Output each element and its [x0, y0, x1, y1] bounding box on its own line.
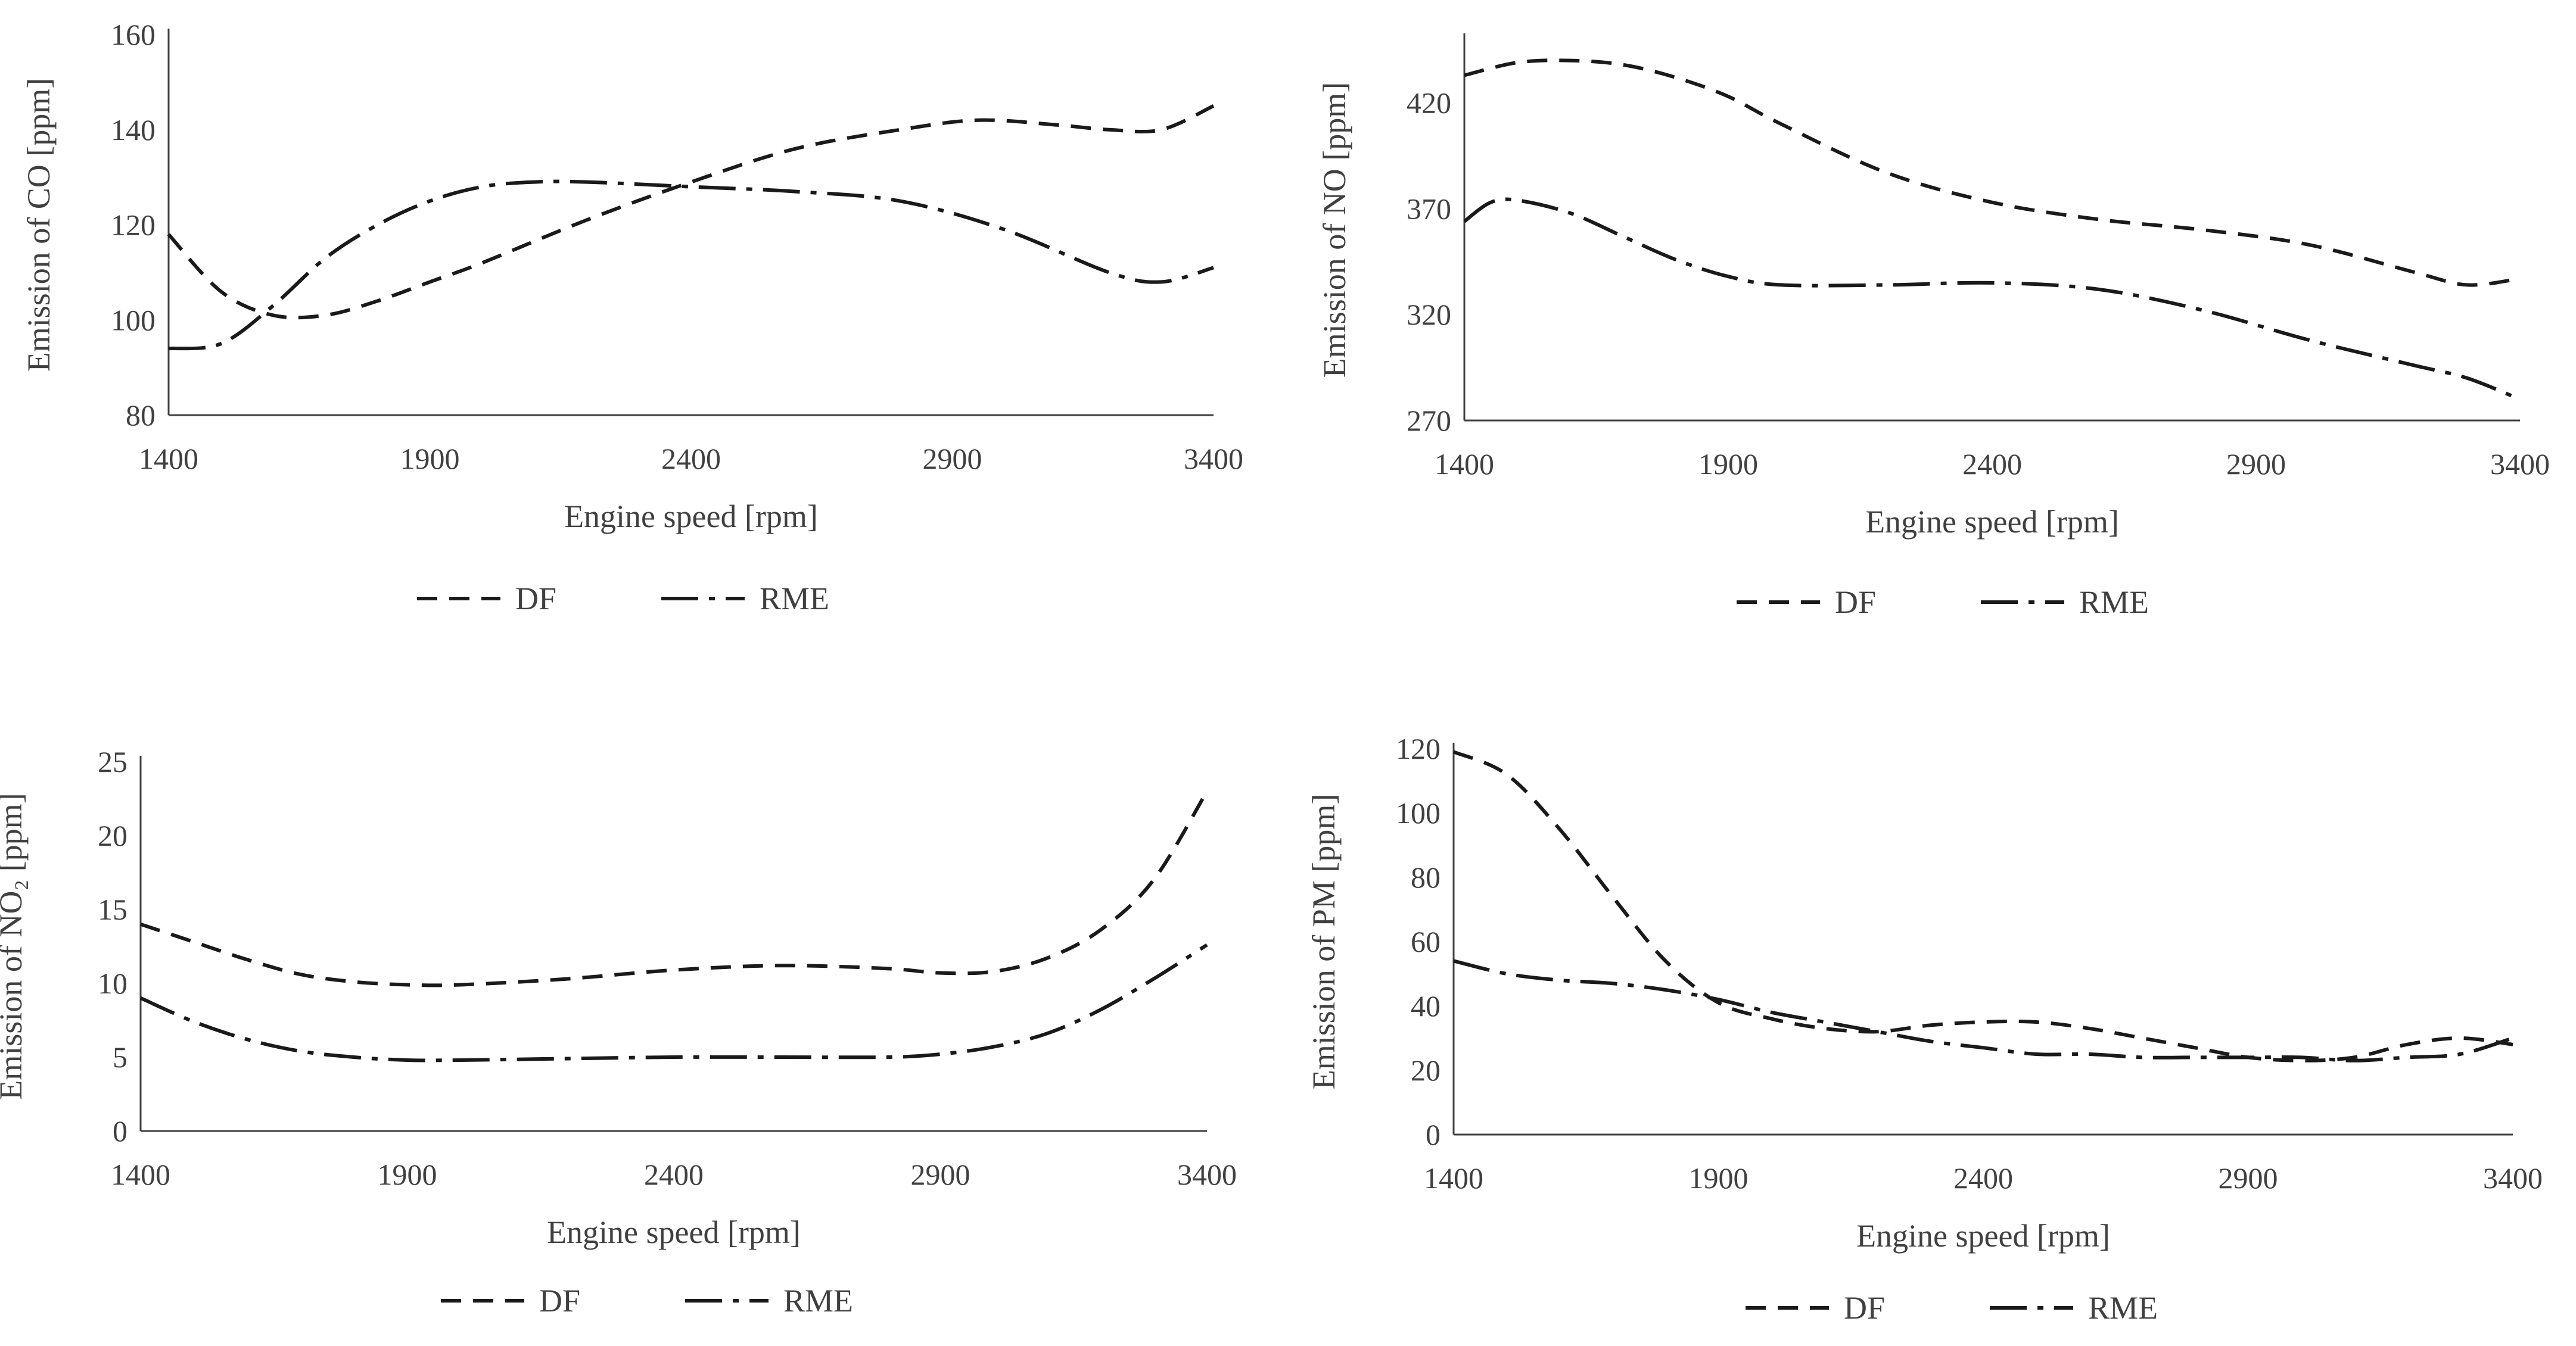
x-tick-label: 3400 — [2483, 1161, 2543, 1195]
co-chart: 80 100 120 140 160 1400 1900 2400 2900 3400 Engine… — [21, 18, 1243, 616]
y-tick-label: 120 — [111, 208, 155, 242]
legend-label-rme: RME — [2088, 1290, 2158, 1326]
legend-label-df: DF — [1835, 584, 1876, 620]
y-tick-label: 320 — [1407, 298, 1451, 331]
y-tick-label: 370 — [1407, 192, 1451, 225]
x-tick-label: 2900 — [923, 442, 982, 475]
y-tick-label: 80 — [126, 398, 155, 432]
legend-label-rme: RME — [760, 581, 829, 616]
y-tick-label: 20 — [98, 819, 127, 852]
y-axis-label: Emission of NO [ppm] — [1317, 82, 1352, 378]
y-tick-label: 100 — [111, 303, 155, 336]
y-tick-label: 25 — [98, 745, 127, 778]
x-tick-label: 1900 — [378, 1158, 437, 1191]
x-tick-label: 1900 — [1698, 447, 1758, 481]
x-tick-label: 3400 — [1177, 1158, 1237, 1191]
y-tick-label: 100 — [1396, 796, 1441, 830]
series-line-df — [140, 790, 1209, 987]
series-line-rme — [1453, 959, 2513, 1063]
x-tick-label: 1400 — [1435, 447, 1494, 481]
no2-chart: 0 5 10 15 20 25 1400 1900 2400 2900 3400 Engine spe… — [0, 745, 1237, 1319]
y-tick-label: 0 — [113, 1114, 127, 1148]
x-tick-label: 2400 — [1953, 1161, 2013, 1195]
y-tick-label: 20 — [1411, 1054, 1441, 1087]
x-tick-label: 1400 — [1424, 1161, 1483, 1195]
series-line-df — [1464, 58, 2521, 287]
y-tick-label: 140 — [111, 113, 155, 147]
x-tick-label: 2400 — [644, 1158, 704, 1191]
x-tick-label: 3400 — [2490, 447, 2550, 481]
y-tick-label: 270 — [1407, 404, 1451, 437]
x-tick-label: 2400 — [661, 442, 721, 475]
y-axis-label: Emission of NO₂ [ppm] — [0, 793, 29, 1099]
x-axis-label: Engine speed [rpm] — [1865, 504, 2119, 540]
x-axis-label: Engine speed [rpm] — [564, 498, 818, 534]
series-line-rme — [1463, 197, 2521, 401]
y-tick-label: 40 — [1411, 989, 1441, 1023]
y-axis-label: Emission of CO [ppm] — [21, 78, 57, 372]
y-tick-label: 160 — [111, 18, 155, 51]
pm-chart: 0 20 40 60 80 100 120 1400 1900 2400 2900 3400 Engin… — [1306, 732, 2543, 1326]
series-line-rme — [139, 943, 1208, 1063]
y-axis-label: Emission of PM [ppm] — [1306, 794, 1342, 1090]
y-tick-label: 0 — [1426, 1118, 1441, 1151]
x-axis-label: Engine speed [rpm] — [1856, 1218, 2110, 1254]
legend-label-df: DF — [539, 1283, 580, 1319]
y-tick-label: 80 — [1411, 861, 1441, 894]
series-line-df — [1452, 750, 2513, 1063]
y-tick-label: 420 — [1407, 86, 1451, 120]
legend-label-rme: RME — [2079, 584, 2149, 620]
x-tick-label: 2900 — [2226, 447, 2286, 481]
x-tick-label: 3400 — [1184, 442, 1243, 475]
x-tick-label: 1900 — [1689, 1161, 1749, 1195]
no-chart: 270 320 370 420 1400 1900 2400 2900 3400 Engine s… — [1317, 33, 2550, 620]
legend-label-df: DF — [515, 581, 556, 616]
legend-label-df: DF — [1844, 1290, 1885, 1326]
x-tick-label: 1400 — [139, 442, 198, 475]
series-line-rme — [168, 179, 1214, 351]
y-tick-label: 60 — [1411, 925, 1441, 958]
legend-label-rme: RME — [783, 1283, 853, 1319]
x-tick-label: 1900 — [400, 442, 460, 475]
x-tick-label: 1400 — [111, 1158, 170, 1191]
series-line-df — [167, 104, 1215, 320]
y-tick-label: 5 — [113, 1040, 127, 1074]
y-tick-label: 15 — [98, 893, 127, 926]
y-tick-label: 10 — [98, 967, 127, 1000]
x-tick-label: 2400 — [1962, 447, 2022, 481]
x-axis-label: Engine speed [rpm] — [547, 1214, 801, 1250]
x-tick-label: 2900 — [911, 1158, 970, 1191]
y-tick-label: 120 — [1396, 732, 1441, 765]
x-tick-label: 2900 — [2219, 1161, 2278, 1195]
